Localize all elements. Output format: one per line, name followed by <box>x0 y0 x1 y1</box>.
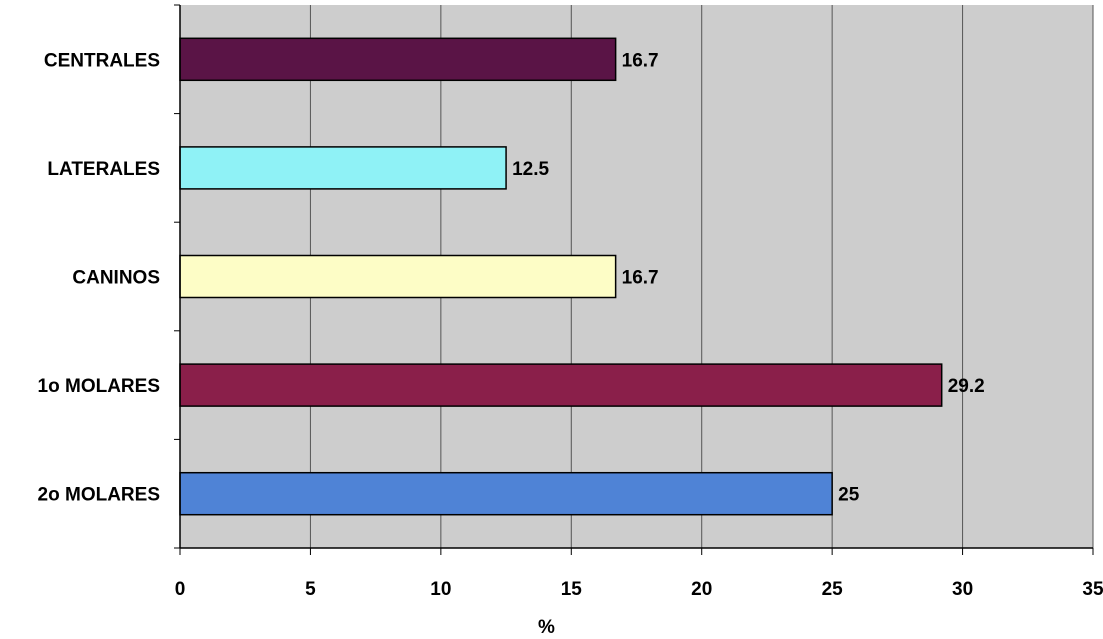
labels: 0 5 10 15 20 25 30 35 CENTRALES 16.7 LATERALES 12.5… <box>38 50 1103 600</box>
category-label: 1o MOLARES <box>38 376 160 397</box>
category-label: CANINOS <box>72 268 160 289</box>
category-label: CENTRALES <box>44 50 160 71</box>
bar-2o-molares <box>179 471 833 516</box>
x-tick-label: 0 <box>175 579 186 600</box>
bar-1o-molares <box>179 363 943 407</box>
bar-caninos <box>179 254 617 299</box>
x-tick-label: 5 <box>305 579 316 600</box>
category-label: 2o MOLARES <box>38 485 160 506</box>
x-tick-label: 20 <box>691 579 712 600</box>
bar-centrales <box>179 37 617 82</box>
x-tick-label: 35 <box>1082 579 1103 600</box>
x-tick-label: 25 <box>822 579 844 600</box>
data-label: 12.5 <box>512 159 549 180</box>
data-label: 25 <box>838 485 860 506</box>
data-label: 16.7 <box>622 50 659 71</box>
bars <box>179 37 943 516</box>
axes <box>174 4 1094 555</box>
data-label: 29.2 <box>948 376 985 397</box>
data-label: 16.7 <box>622 268 659 289</box>
x-axis-title: % <box>538 617 555 638</box>
x-tick-label: 10 <box>430 579 451 600</box>
x-tick-label: 15 <box>561 579 583 600</box>
bar-laterales <box>179 146 507 190</box>
x-tick-label: 30 <box>952 579 973 600</box>
category-label: LATERALES <box>47 159 160 180</box>
